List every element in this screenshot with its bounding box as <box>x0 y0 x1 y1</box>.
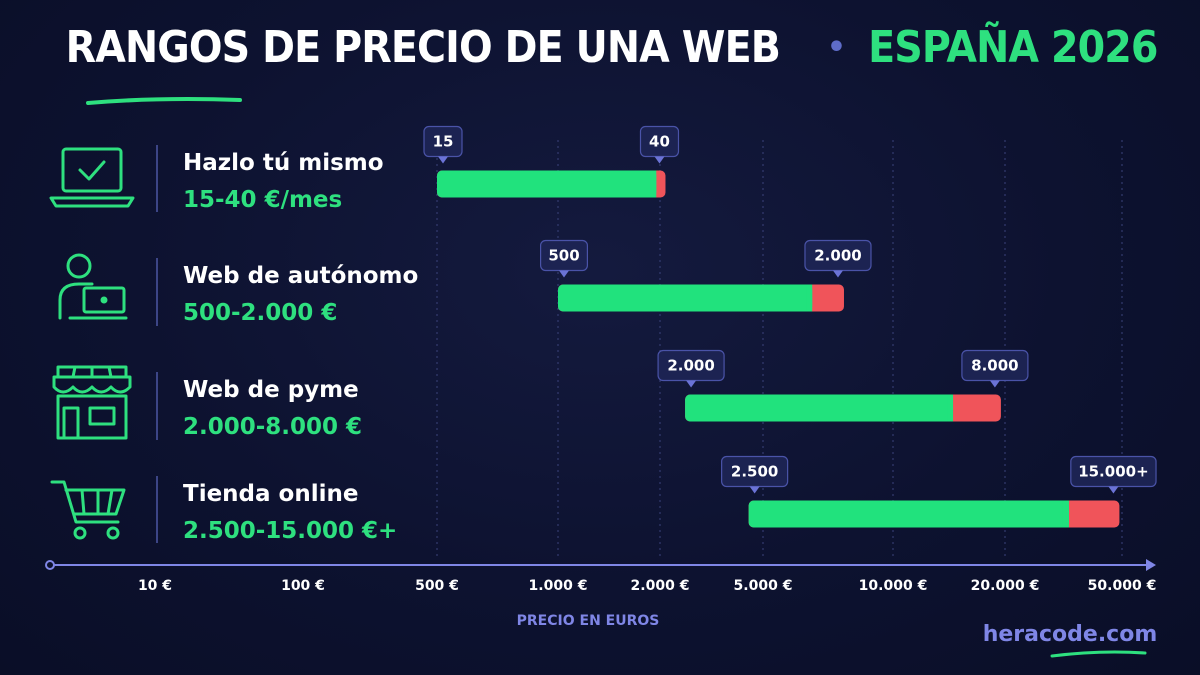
x-tick-label: 50.000 € <box>1088 578 1157 594</box>
x-tick-label: 100 € <box>281 578 325 594</box>
category-range: 2.500-15.000 €+ <box>183 518 397 544</box>
axis-origin-dot <box>45 560 55 570</box>
category-range: 15-40 €/mes <box>183 187 342 213</box>
value-callout: 2.000 <box>804 239 872 278</box>
category-name: Web de pyme <box>183 377 359 403</box>
callout-label: 500 <box>548 247 579 265</box>
x-tick-label: 10.000 € <box>859 578 928 594</box>
callout-label: 15.000+ <box>1078 463 1148 481</box>
brand-underline <box>1050 650 1147 658</box>
bars <box>437 170 1120 528</box>
callout-label: 15 <box>433 133 454 151</box>
category-name: Tienda online <box>183 481 358 507</box>
range-bar <box>437 170 666 198</box>
range-bar-main <box>685 394 954 422</box>
callouts: 15 40 500 2.000 2.000 8.000 2.500 15.000+ <box>423 125 1157 494</box>
title-underline <box>86 97 242 105</box>
brand-footer: heracode.com <box>983 622 1158 647</box>
callout-label: 2.000 <box>814 247 861 265</box>
range-bar-main <box>748 500 1069 528</box>
x-tick-label: 5.000 € <box>734 578 793 594</box>
category-name: Hazlo tú mismo <box>183 150 384 176</box>
value-callout: 8.000 <box>961 349 1029 388</box>
laptop-check-icon <box>49 147 135 208</box>
title-accent: ESPAÑA 2026 <box>868 22 1158 73</box>
range-bar <box>685 394 1001 422</box>
shopping-cart-icon <box>50 480 126 540</box>
range-bar <box>748 500 1120 528</box>
title-main: RANGOS DE PRECIO DE UNA WEB <box>65 22 781 73</box>
freelancer-laptop-icon <box>58 253 128 320</box>
x-axis-ticks: 10 € 100 € 500 € 1.000 € 2.000 € 5.000 € 10.00… <box>138 578 1156 594</box>
storefront-icon <box>52 365 132 440</box>
title-separator: • <box>826 30 846 65</box>
value-callout: 15.000+ <box>1070 455 1157 494</box>
x-axis-arrow <box>1146 559 1156 571</box>
x-tick-label: 500 € <box>415 578 459 594</box>
range-bar-main <box>437 170 657 198</box>
x-tick-label: 2.000 € <box>631 578 690 594</box>
callout-label: 2.000 <box>667 357 714 375</box>
x-tick-label: 20.000 € <box>971 578 1040 594</box>
range-bar <box>558 284 844 312</box>
x-tick-label: 10 € <box>138 578 172 594</box>
category-name: Web de autónomo <box>183 263 418 289</box>
range-bar-main <box>558 284 813 312</box>
value-callout: 15 <box>423 125 463 164</box>
callout-label: 8.000 <box>971 357 1018 375</box>
value-callout: 2.000 <box>657 349 725 388</box>
page-title: RANGOS DE PRECIO DE UNA WEB • ESPAÑA 202… <box>0 22 1200 73</box>
x-axis-title: PRECIO EN EUROS <box>517 613 660 629</box>
value-callout: 500 <box>539 239 588 278</box>
category-range: 2.000-8.000 € <box>183 414 362 440</box>
category-range: 500-2.000 € <box>183 300 337 326</box>
value-callout: 2.500 <box>721 455 789 494</box>
callout-label: 2.500 <box>731 463 778 481</box>
callout-label: 40 <box>649 133 670 151</box>
x-tick-label: 1.000 € <box>529 578 588 594</box>
value-callout: 40 <box>639 125 680 164</box>
